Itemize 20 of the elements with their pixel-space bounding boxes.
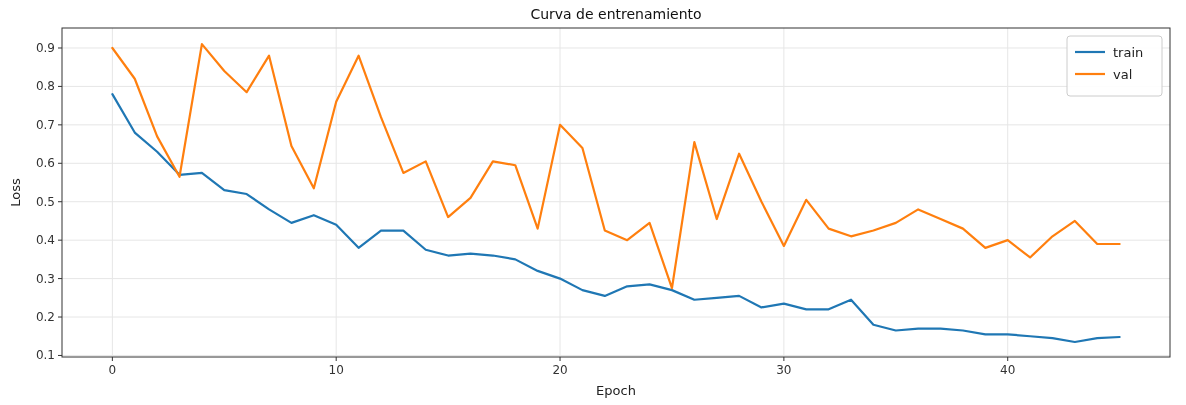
x-tick-label: 30: [776, 363, 792, 377]
legend-label: val: [1113, 66, 1133, 82]
chart-title: Curva de entrenamiento: [530, 6, 702, 22]
y-tick-label: 0.5: [35, 194, 55, 209]
line-series: [111, 93, 1121, 344]
x-axis-title: Epoch: [596, 383, 636, 398]
x-tick-label: 10: [328, 363, 344, 377]
y-tick-label: 0.1: [35, 348, 55, 363]
x-tick-label: 40: [1000, 363, 1016, 377]
y-tick-label: 0.3: [35, 271, 55, 286]
y-tick-label: 0.9: [35, 40, 55, 55]
y-tick-label: 0.4: [35, 233, 55, 248]
legend-label: train: [1113, 44, 1144, 60]
y-tick-label: 0.6: [35, 156, 55, 171]
x-tick-label: 0: [108, 363, 117, 377]
y-tick-label: 0.8: [35, 79, 55, 94]
y-tick-label: 0.7: [35, 117, 55, 132]
y-axis-title: Loss: [8, 178, 23, 207]
y-tick-label: 0.2: [35, 310, 55, 325]
x-tick-label: 20: [552, 363, 568, 377]
